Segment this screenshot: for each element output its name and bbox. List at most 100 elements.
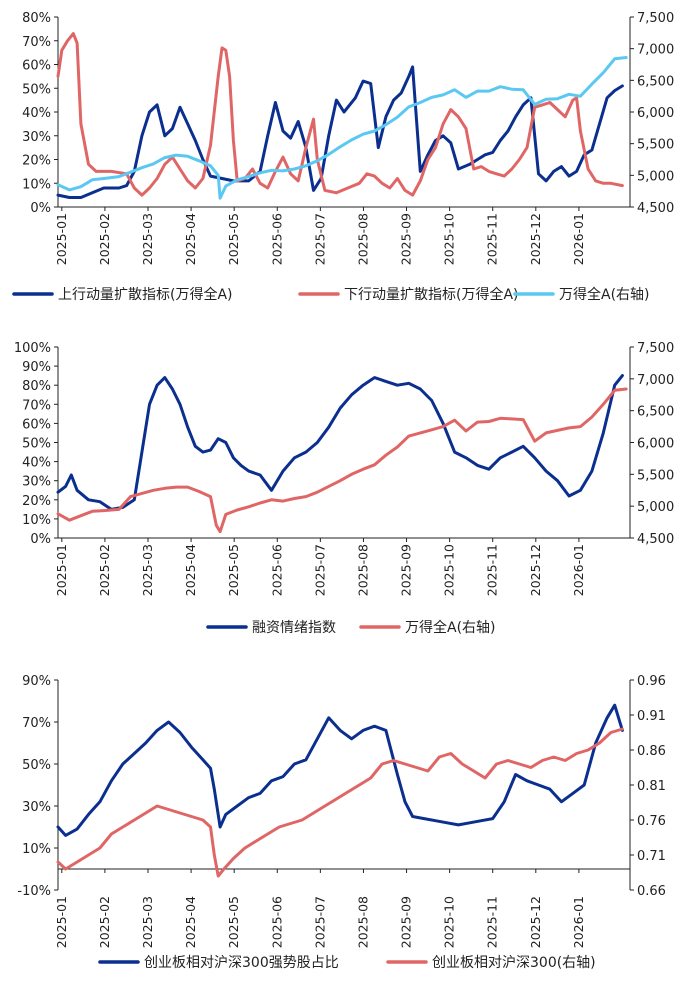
legend-label: 融资情绪指数 <box>252 620 336 636</box>
left-tick-label: 50% <box>22 758 51 773</box>
series-line-1 <box>56 727 624 878</box>
left-tick-label: 10% <box>22 513 51 528</box>
x-tick-label: 2025-04 <box>183 544 198 596</box>
right-tick-label: 5,500 <box>637 138 674 153</box>
legend-label: 上行动量扩散指标(万得全A) <box>58 286 233 303</box>
x-tick-label: 2025-02 <box>97 213 112 265</box>
right-tick-label: 5,500 <box>637 468 674 483</box>
series-line-1 <box>56 32 624 197</box>
x-tick-label: 2025-10 <box>442 213 457 265</box>
right-tick-label: 7,500 <box>637 11 674 26</box>
x-tick-label: 2025-10 <box>442 896 457 948</box>
x-tick-label: 2025-11 <box>485 896 500 948</box>
x-tick-label: 2025-11 <box>485 213 500 265</box>
left-tick-label: 60% <box>22 417 51 432</box>
x-tick-label: 2025-04 <box>183 213 198 265</box>
right-tick-label: 0.71 <box>637 849 666 864</box>
x-tick-label: 2025-01 <box>54 544 69 596</box>
left-tick-label: 90% <box>22 674 51 689</box>
series-line-0 <box>56 374 624 511</box>
x-tick-label: 2025-03 <box>140 896 155 948</box>
left-tick-label: 0% <box>30 532 51 547</box>
x-tick-label: 2025-03 <box>140 544 155 596</box>
right-tick-label: 7,000 <box>637 43 674 58</box>
x-tick-label: 2025-10 <box>442 544 457 596</box>
left-tick-label: 70% <box>22 716 51 731</box>
right-tick-label: 4,500 <box>637 201 674 216</box>
left-tick-label: 60% <box>22 59 51 74</box>
right-tick-label: 6,500 <box>637 74 674 89</box>
left-tick-label: 0% <box>30 201 51 216</box>
right-tick-label: 6,000 <box>637 437 674 452</box>
left-tick-label: 90% <box>22 360 51 375</box>
legend-label: 万得全A(右轴) <box>559 286 650 303</box>
series-line-1 <box>56 387 628 534</box>
right-tick-label: 4,500 <box>637 532 674 547</box>
x-tick-label: 2025-01 <box>54 896 69 948</box>
left-tick-label: 30% <box>22 475 51 490</box>
right-tick-label: 0.81 <box>637 779 666 794</box>
x-tick-label: 2026-01 <box>571 213 586 265</box>
right-tick-label: 5,000 <box>637 500 674 515</box>
x-tick-label: 2025-04 <box>183 896 198 948</box>
left-tick-label: 40% <box>22 456 51 471</box>
x-tick-label: 2025-02 <box>97 544 112 596</box>
right-tick-label: 7,500 <box>637 341 674 356</box>
left-tick-label: 30% <box>22 800 51 815</box>
left-tick-label: 70% <box>22 35 51 50</box>
x-tick-label: 2025-07 <box>312 544 327 596</box>
legend-label: 下行动量扩散指标(万得全A) <box>344 286 519 303</box>
x-tick-label: 2025-06 <box>269 544 284 596</box>
x-tick-label: 2025-01 <box>54 213 69 265</box>
left-tick-label: 80% <box>22 379 51 394</box>
left-tick-label: 50% <box>22 82 51 97</box>
left-tick-label: 10% <box>22 177 51 192</box>
x-tick-label: 2025-05 <box>226 213 241 265</box>
x-tick-label: 2025-09 <box>399 896 414 948</box>
legend-label: 创业板相对沪深300强势股占比 <box>144 955 339 971</box>
x-tick-label: 2025-06 <box>269 896 284 948</box>
right-tick-label: 0.66 <box>637 884 666 899</box>
x-tick-label: 2025-12 <box>528 896 543 948</box>
chart-panel-chinext-relative: -10% 10% 30% 50% 70% 90% 0.66 0.71 0.76 0.81 0.86 0… <box>17 674 666 971</box>
x-tick-label: 2025-12 <box>528 544 543 596</box>
chart-panel-momentum: 0% 10% 20% 30% 40% 50% 60% 70% 80% 4,500 5,000 5,50… <box>12 11 674 303</box>
left-tick-label: 20% <box>22 154 51 169</box>
x-tick-label: 2025-12 <box>528 213 543 265</box>
series-line-2 <box>56 56 628 200</box>
right-tick-label: 0.96 <box>637 674 666 689</box>
series-line-0 <box>56 65 624 199</box>
x-tick-label: 2025-08 <box>355 896 370 948</box>
x-tick-label: 2025-05 <box>226 544 241 596</box>
right-tick-label: 6,500 <box>637 405 674 420</box>
left-tick-label: 80% <box>22 11 51 26</box>
x-tick-label: 2025-11 <box>485 544 500 596</box>
x-tick-label: 2025-09 <box>399 213 414 265</box>
legend-label: 创业板相对沪深300(右轴) <box>432 955 596 971</box>
left-tick-label: 10% <box>22 842 51 857</box>
x-tick-label: 2025-02 <box>97 896 112 948</box>
x-tick-label: 2025-03 <box>140 213 155 265</box>
right-tick-label: 0.76 <box>637 814 666 829</box>
left-tick-label: 50% <box>22 437 51 452</box>
legend-label: 万得全A(右轴) <box>405 619 496 636</box>
x-tick-label: 2026-01 <box>571 896 586 948</box>
right-tick-label: 7,000 <box>637 373 674 388</box>
left-tick-label: 20% <box>22 494 51 509</box>
series-line-0 <box>56 703 624 837</box>
left-tick-label: 70% <box>22 398 51 413</box>
chart-panel-margin-sentiment: 0% 10% 20% 30% 40% 50% 60% 70% 80% 90% 100% 4,500 5,… <box>14 341 674 636</box>
x-tick-label: 2025-07 <box>312 896 327 948</box>
x-tick-label: 2025-08 <box>355 544 370 596</box>
x-tick-label: 2026-01 <box>571 544 586 596</box>
left-tick-label: 40% <box>22 106 51 121</box>
x-tick-label: 2025-06 <box>269 213 284 265</box>
left-tick-label: 30% <box>22 130 51 145</box>
x-tick-label: 2025-07 <box>312 213 327 265</box>
x-tick-label: 2025-09 <box>399 544 414 596</box>
left-tick-label: -10% <box>17 884 51 899</box>
left-tick-label: 100% <box>14 341 51 356</box>
right-tick-label: 5,000 <box>637 169 674 184</box>
x-tick-label: 2025-05 <box>226 896 241 948</box>
